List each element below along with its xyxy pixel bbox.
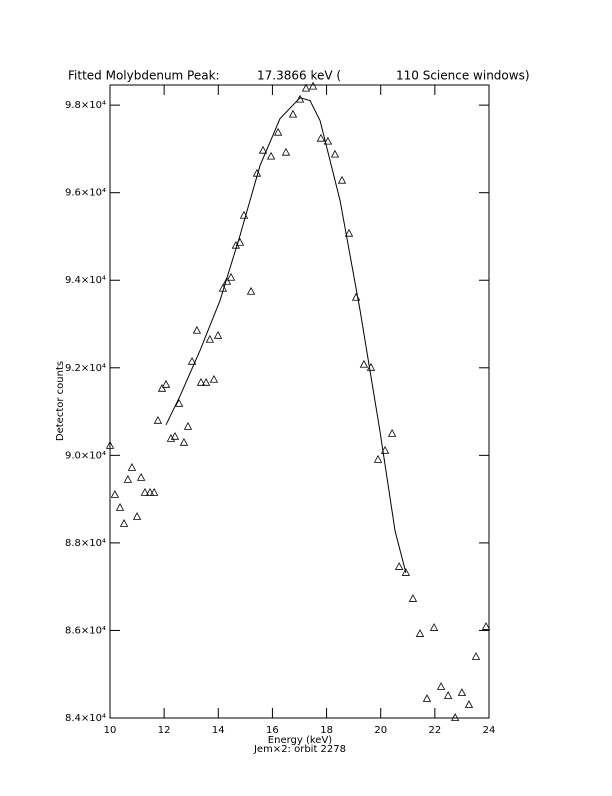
data-point	[394, 562, 404, 570]
data-point	[209, 374, 219, 383]
x-tick-label: 24	[483, 725, 496, 736]
subtitle: Jem×2: orbit 2278	[253, 744, 346, 755]
fit-line	[165, 97, 407, 574]
plot-frame	[109, 84, 490, 719]
chart-title: Fitted Molybdenum Peak:	[68, 69, 220, 83]
data-point	[457, 688, 467, 696]
data-point	[205, 334, 215, 343]
data-point	[281, 147, 291, 156]
data-point	[373, 455, 383, 463]
data-point	[401, 568, 411, 576]
data-point	[140, 488, 150, 496]
data-point	[481, 622, 491, 630]
data-point	[145, 488, 155, 496]
data-point	[174, 398, 184, 407]
data-point	[115, 503, 125, 511]
y-tick-label: 9.8×10⁴	[65, 100, 106, 111]
x-tick-label: 18	[320, 725, 333, 736]
data-point	[443, 691, 453, 699]
y-tick-label: 8.4×10⁴	[65, 713, 106, 724]
data-point	[246, 286, 256, 295]
data-point	[222, 276, 232, 285]
data-point	[196, 377, 206, 386]
data-point	[288, 109, 298, 118]
data-point	[119, 519, 129, 527]
data-point	[266, 151, 276, 160]
y-tick-label: 8.6×10⁴	[65, 625, 106, 636]
data-point	[183, 422, 193, 430]
data-point	[166, 433, 176, 442]
x-tick-label: 22	[428, 725, 441, 736]
chart-title: 17.3866 keV (	[257, 69, 341, 83]
data-point	[192, 325, 202, 334]
data-point	[323, 136, 333, 145]
data-point	[422, 694, 432, 702]
data-point	[359, 359, 369, 368]
y-tick-label: 9.0×10⁴	[65, 450, 106, 461]
data-point	[161, 379, 171, 388]
data-point	[110, 490, 120, 498]
data-point	[213, 330, 223, 339]
data-point	[132, 512, 142, 520]
data-point	[157, 383, 167, 392]
x-tick-label: 10	[104, 725, 117, 736]
data-point	[415, 629, 425, 637]
data-point	[201, 377, 211, 386]
data-point	[127, 463, 137, 471]
data-point	[316, 133, 326, 142]
data-point	[226, 272, 236, 281]
x-tick-label: 12	[158, 725, 171, 736]
x-axis-label: Energy (keV)	[268, 735, 333, 746]
data-point	[308, 81, 318, 90]
data-point	[273, 127, 283, 136]
data-point	[429, 623, 439, 631]
data-point	[149, 488, 159, 496]
y-tick-label: 9.6×10⁴	[65, 188, 106, 199]
data-point	[464, 700, 474, 708]
chart-title: 110 Science windows)	[396, 69, 530, 83]
data-point	[450, 713, 460, 721]
x-tick-label: 20	[374, 725, 387, 736]
y-tick-label: 8.8×10⁴	[65, 538, 106, 549]
data-point	[408, 594, 418, 602]
y-tick-label: 9.4×10⁴	[65, 275, 106, 286]
data-point	[123, 475, 133, 483]
data-point	[258, 145, 268, 154]
data-point	[330, 149, 340, 158]
y-tick-label: 9.2×10⁴	[65, 363, 106, 374]
data-point	[136, 473, 146, 481]
x-tick-label: 16	[266, 725, 279, 736]
data-point	[301, 83, 311, 92]
data-point	[387, 429, 397, 437]
data-point	[179, 437, 189, 446]
data-point	[170, 431, 180, 440]
data-point	[471, 652, 481, 660]
data-point	[344, 228, 354, 237]
data-point	[153, 415, 163, 424]
x-tick-label: 14	[212, 725, 225, 736]
y-axis-label: Detector counts	[55, 361, 66, 441]
data-point	[337, 175, 347, 184]
data-point	[436, 682, 446, 690]
data-point	[105, 441, 115, 449]
data-point	[187, 356, 197, 365]
